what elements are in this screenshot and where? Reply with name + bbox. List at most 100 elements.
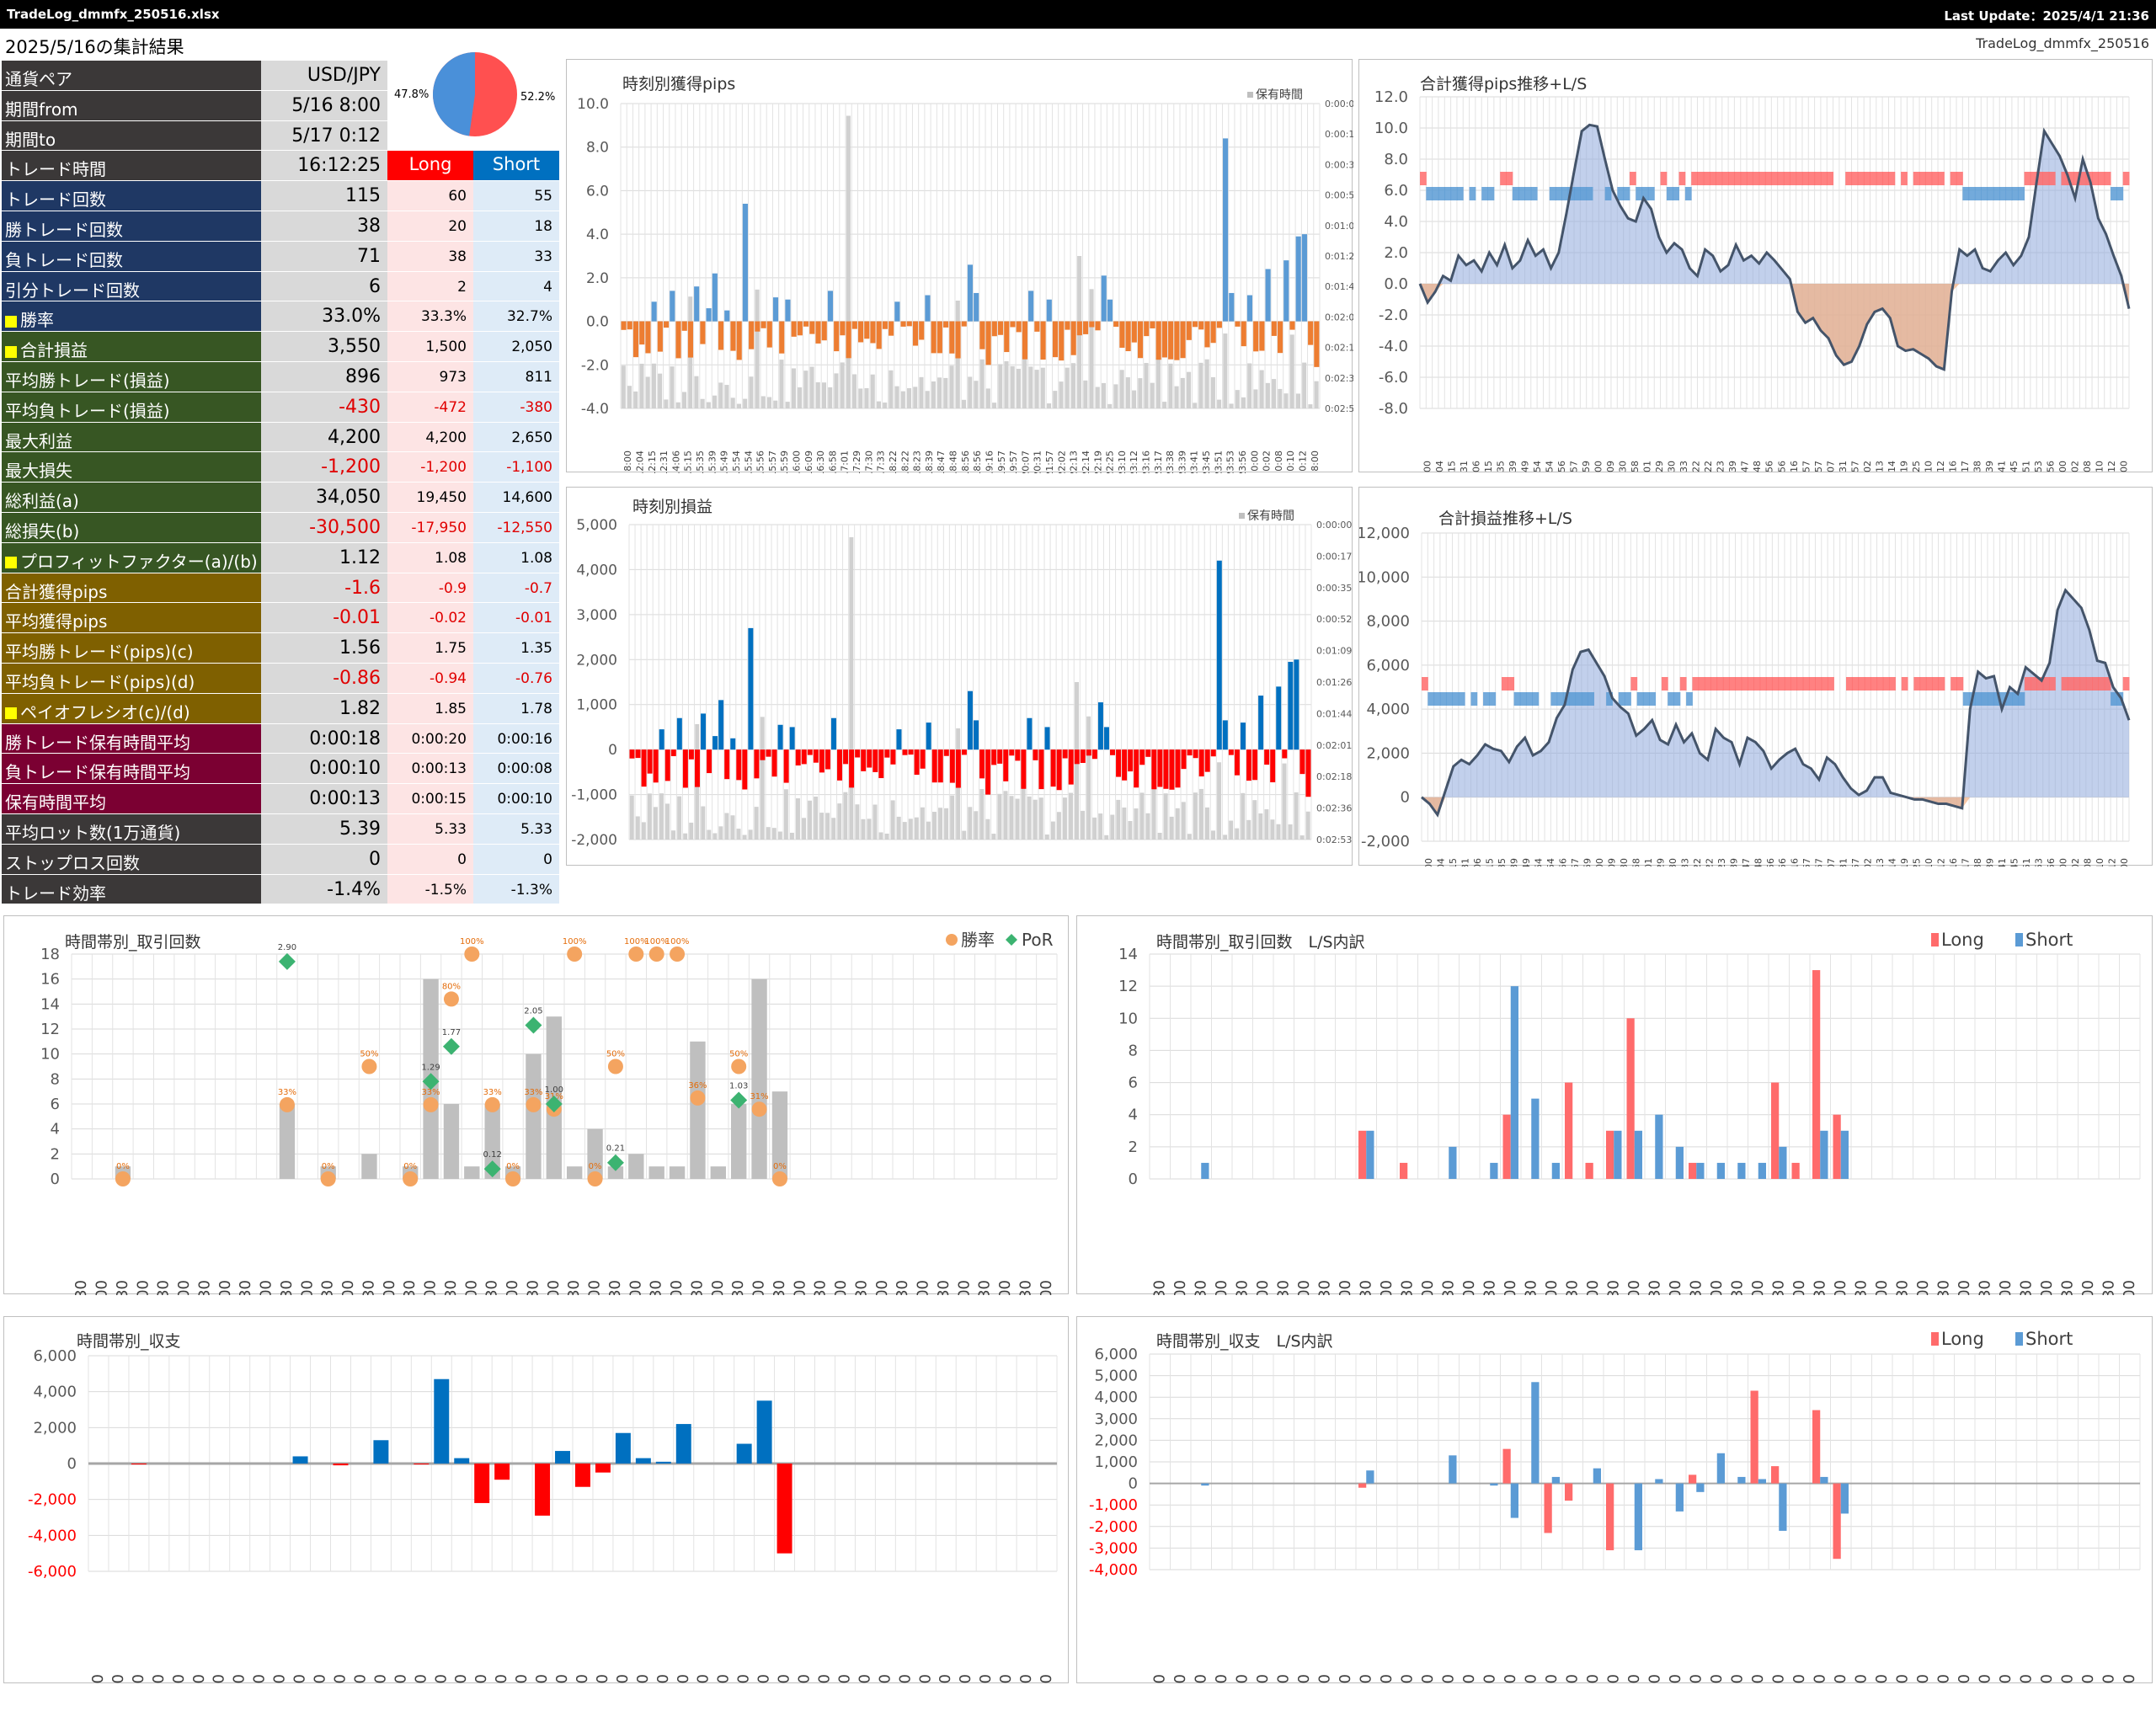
x-tick-label: 03:30~04:00 xyxy=(916,1674,934,1684)
hold-time-bar xyxy=(1151,767,1156,840)
y2-tick-label: 0:02:53 xyxy=(1325,403,1353,414)
data-bar xyxy=(1116,749,1122,777)
ls-band xyxy=(1753,172,1760,185)
ls-band xyxy=(2011,187,2019,200)
hold-time-bar xyxy=(766,827,771,840)
x-tick-label: 11:00~11:30 xyxy=(251,1674,269,1684)
title-bar: TradeLog_dmmfx_250516.xlsx Last Update：2… xyxy=(0,0,2156,29)
stat-long: -472 xyxy=(387,392,473,422)
count-bar xyxy=(361,1154,377,1179)
x-tick-label: 0:08 xyxy=(2082,461,2093,473)
x-tick-label: 22:25 xyxy=(1105,451,1116,473)
x-tick-label: 12:15 xyxy=(1448,858,1459,866)
ls-band xyxy=(1993,187,2000,200)
ls-band xyxy=(1446,692,1454,706)
pie-slice-long xyxy=(433,52,475,136)
ls-band xyxy=(1999,692,2007,706)
x-tick-label: 14:00~14:30 xyxy=(371,1674,389,1684)
stat-label: 最大利益 xyxy=(2,422,261,452)
ls-band xyxy=(2030,172,2037,185)
x-tick-label: 18:22 xyxy=(1703,461,1714,473)
x-tick-label: 17:29 xyxy=(851,451,862,473)
x-tick-label: 17:33 xyxy=(1679,858,1690,866)
x-tick-label: 0:00 xyxy=(1249,451,1260,472)
x-tick-label: 18:56 xyxy=(972,451,983,473)
winrate-marker xyxy=(587,1171,603,1186)
winrate-label: 100% xyxy=(563,937,587,946)
stat-value: 33.0% xyxy=(261,301,387,332)
x-tick-label: 23:17 xyxy=(1960,461,1971,473)
stat-short: 14,600 xyxy=(473,483,559,512)
hold-time-bar xyxy=(896,816,901,840)
x-tick-label: 02:30~03:00 xyxy=(1956,1280,1973,1295)
hold-time-bar xyxy=(1246,819,1251,840)
data-bar xyxy=(937,321,942,354)
x-tick-label: 15:00~15:30 xyxy=(1481,1674,1498,1684)
y2-tick-label: 0:01:26 xyxy=(1325,251,1353,262)
hold-time-bar xyxy=(985,388,990,408)
hold-time-bar xyxy=(1065,367,1070,408)
y-tick-label: 0.0 xyxy=(1384,275,1408,293)
x-tick-label: 20:30~21:00 xyxy=(627,1280,644,1295)
hold-time-bar xyxy=(1247,363,1252,408)
hold-time-bar xyxy=(779,360,784,408)
hold-time-bar xyxy=(664,399,669,408)
data-bar xyxy=(840,321,846,336)
x-tick-label: 23:51 xyxy=(2021,461,2032,473)
ls-band xyxy=(1428,692,1435,706)
x-tick-label: 22:00~22:30 xyxy=(1769,1674,1787,1684)
data-bar xyxy=(843,749,849,765)
por-marker xyxy=(606,1154,624,1171)
x-tick-label: 12:30~13:00 xyxy=(312,1674,329,1684)
ls-band xyxy=(1580,187,1588,200)
x-tick-label: 17:30~18:00 xyxy=(504,1280,521,1295)
x-tick-label: 17:01 xyxy=(840,451,851,473)
data-bar xyxy=(1145,749,1151,757)
y-tick-label: 0 xyxy=(67,1455,77,1473)
data-bar xyxy=(1161,321,1167,358)
stat-long: -0.9 xyxy=(387,573,473,603)
x-tick-label: 22:25 xyxy=(1912,858,1923,866)
x-tick-label: 12:04 xyxy=(1434,461,1445,473)
x-tick-label: 15:56 xyxy=(755,451,766,473)
x-tick-label: 23:00~23:30 xyxy=(735,1674,753,1684)
stat-short: -0.7 xyxy=(473,573,559,603)
stat-short: 4 xyxy=(473,271,559,301)
income-bar-short xyxy=(1779,1483,1787,1531)
x-tick-label: 23:16 xyxy=(1948,858,1959,866)
x-tick-label: 11:00~11:30 xyxy=(1315,1280,1333,1295)
winrate-marker xyxy=(731,1058,747,1074)
hold-time-bar xyxy=(683,833,688,840)
hold-time-bar xyxy=(852,374,857,408)
x-tick-label: 22:13 xyxy=(1069,451,1080,473)
stat-short: Short xyxy=(473,151,559,181)
data-bar xyxy=(870,321,876,344)
ls-band xyxy=(1913,677,1921,691)
ls-band xyxy=(2005,692,2013,706)
ls-band xyxy=(1802,677,1810,691)
ls-band xyxy=(1710,172,1716,185)
data-bar xyxy=(815,321,821,344)
area-fill xyxy=(1420,125,2129,370)
x-tick-label: 04:30~05:00 xyxy=(955,1280,973,1295)
x-tick-label: 11:00~11:30 xyxy=(1315,1674,1333,1684)
x-tick-label: 02:00~02:30 xyxy=(856,1674,873,1684)
hold-time-bar xyxy=(1198,362,1203,408)
y2-tick-label: 0:00:52 xyxy=(1325,190,1353,201)
hold-time-bar xyxy=(1062,797,1067,840)
income-bar xyxy=(373,1440,389,1464)
data-bar xyxy=(906,321,912,327)
ls-band xyxy=(1574,187,1581,200)
x-tick-label: 05:00~05:30 xyxy=(977,1674,995,1684)
data-bar xyxy=(1091,749,1097,760)
legend-label: Long xyxy=(1941,930,1984,950)
hold-time-bar xyxy=(1083,380,1088,408)
ls-band xyxy=(2092,172,2099,185)
x-tick-label: 13:00~13:30 xyxy=(1398,1280,1416,1295)
cumulative-line xyxy=(1421,588,2131,818)
marker-icon xyxy=(5,707,17,720)
hold-time-bar xyxy=(900,391,905,408)
x-tick-label: 22:14 xyxy=(1081,451,1091,473)
hold-time-bar xyxy=(718,826,723,840)
data-bar xyxy=(1308,321,1314,345)
